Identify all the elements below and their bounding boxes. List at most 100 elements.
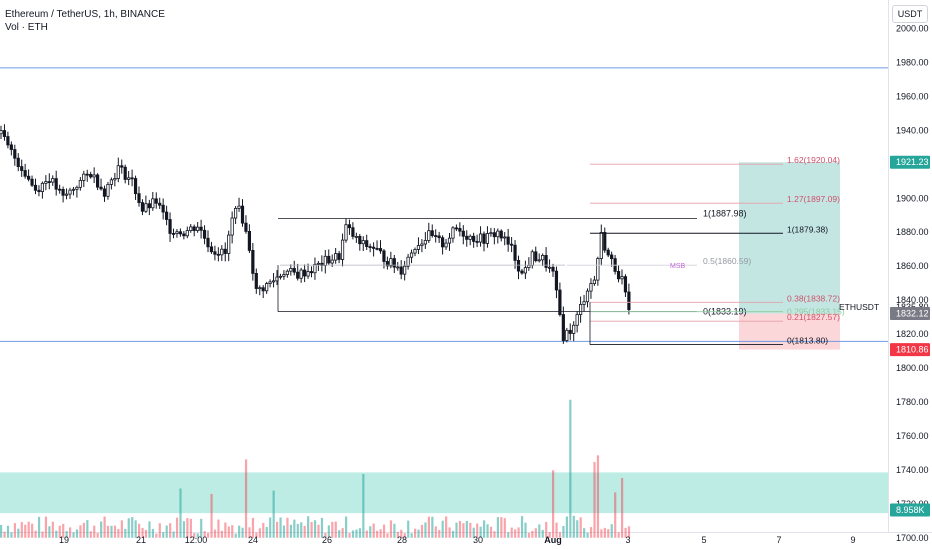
candle xyxy=(82,173,86,181)
volume-bar xyxy=(231,525,234,538)
volume-bar xyxy=(89,531,92,538)
volume-bar xyxy=(272,490,275,538)
candle xyxy=(375,247,379,250)
volume-bar xyxy=(614,492,617,538)
candle xyxy=(23,170,27,177)
volume-bar xyxy=(624,527,627,538)
volume-bar xyxy=(345,516,348,538)
volume-bar xyxy=(65,530,68,538)
candle xyxy=(6,136,10,146)
volume-bar xyxy=(289,524,292,538)
price-tick-label: 1940.00 xyxy=(896,125,929,135)
candle xyxy=(75,186,79,190)
volume-bar xyxy=(55,530,58,538)
volume-bar xyxy=(27,521,30,538)
volume-bar xyxy=(0,524,3,538)
volume-bar xyxy=(417,529,420,538)
volume-bar xyxy=(165,525,168,538)
volume-bar xyxy=(514,529,517,538)
volume-bar xyxy=(493,531,496,538)
volume-bar xyxy=(213,529,217,538)
volume-bar xyxy=(617,532,620,538)
candle xyxy=(233,207,238,219)
volume-bar xyxy=(483,520,486,538)
candle xyxy=(137,193,141,203)
volume-bar xyxy=(172,531,175,538)
candle xyxy=(475,241,479,243)
candle xyxy=(16,157,20,168)
volume-bar xyxy=(427,516,430,538)
volume-bar xyxy=(338,530,341,538)
candle xyxy=(175,231,179,234)
candle xyxy=(168,219,172,234)
volume-indicator-label[interactable]: Vol · ETH xyxy=(5,22,48,33)
candle xyxy=(496,230,500,238)
msb-label: MSB xyxy=(670,263,686,270)
volume-bar xyxy=(434,526,437,538)
candle xyxy=(409,252,414,258)
candle xyxy=(265,283,269,292)
candle xyxy=(151,198,155,209)
time-tick-label: 19 xyxy=(59,535,69,545)
volume-bar xyxy=(200,518,203,538)
price-tick-label: 1980.00 xyxy=(896,57,929,67)
volume-bar xyxy=(589,527,593,538)
volume-bar xyxy=(10,532,13,538)
volume-bar xyxy=(241,527,244,538)
candle xyxy=(116,165,120,179)
volume-bar xyxy=(548,532,551,538)
volume-bar xyxy=(600,529,603,538)
volume-bar xyxy=(179,488,182,538)
candle xyxy=(64,193,69,196)
volume-bar xyxy=(265,526,268,538)
candle xyxy=(313,263,317,274)
candle xyxy=(527,264,531,269)
volume-bar xyxy=(517,527,520,538)
volume-zone xyxy=(0,472,888,514)
fib-level-label: 1.27(1897.09) xyxy=(787,194,840,204)
volume-bar xyxy=(6,525,10,538)
candle xyxy=(327,255,331,264)
candle xyxy=(0,130,3,135)
candle xyxy=(516,260,521,272)
candle xyxy=(268,281,272,284)
volume-bar xyxy=(531,530,534,538)
candle xyxy=(171,233,176,235)
volume-bar xyxy=(48,526,51,538)
candle xyxy=(472,235,476,242)
candle xyxy=(561,314,565,341)
volume-bar xyxy=(586,532,589,538)
volume-bar xyxy=(396,531,399,538)
candle xyxy=(30,178,34,186)
candle xyxy=(26,175,31,180)
candle xyxy=(620,276,624,280)
candle xyxy=(244,222,248,232)
candle xyxy=(278,275,283,278)
candle xyxy=(127,177,131,180)
volume-bar xyxy=(282,525,286,538)
volume-bar xyxy=(524,522,527,538)
volume-bar xyxy=(224,522,227,538)
volume-bar xyxy=(207,532,210,538)
currency-button[interactable]: USDT xyxy=(892,5,928,23)
candle xyxy=(99,186,103,190)
volume-bar xyxy=(351,530,355,538)
volume-bar xyxy=(110,525,113,538)
candle xyxy=(430,230,434,236)
time-tick-label: 9 xyxy=(850,535,855,545)
volume-bar xyxy=(569,399,572,538)
volume-bar xyxy=(103,516,106,538)
volume-bar xyxy=(189,518,192,538)
candle xyxy=(285,270,289,275)
candle xyxy=(468,235,472,240)
candle xyxy=(271,280,276,283)
candle xyxy=(261,287,265,292)
price-badge xyxy=(890,343,930,357)
candle xyxy=(71,188,76,191)
candle xyxy=(92,174,96,178)
candle xyxy=(237,205,241,209)
volume-bar xyxy=(17,528,20,538)
volume-bar xyxy=(20,521,23,538)
candle xyxy=(185,230,189,237)
